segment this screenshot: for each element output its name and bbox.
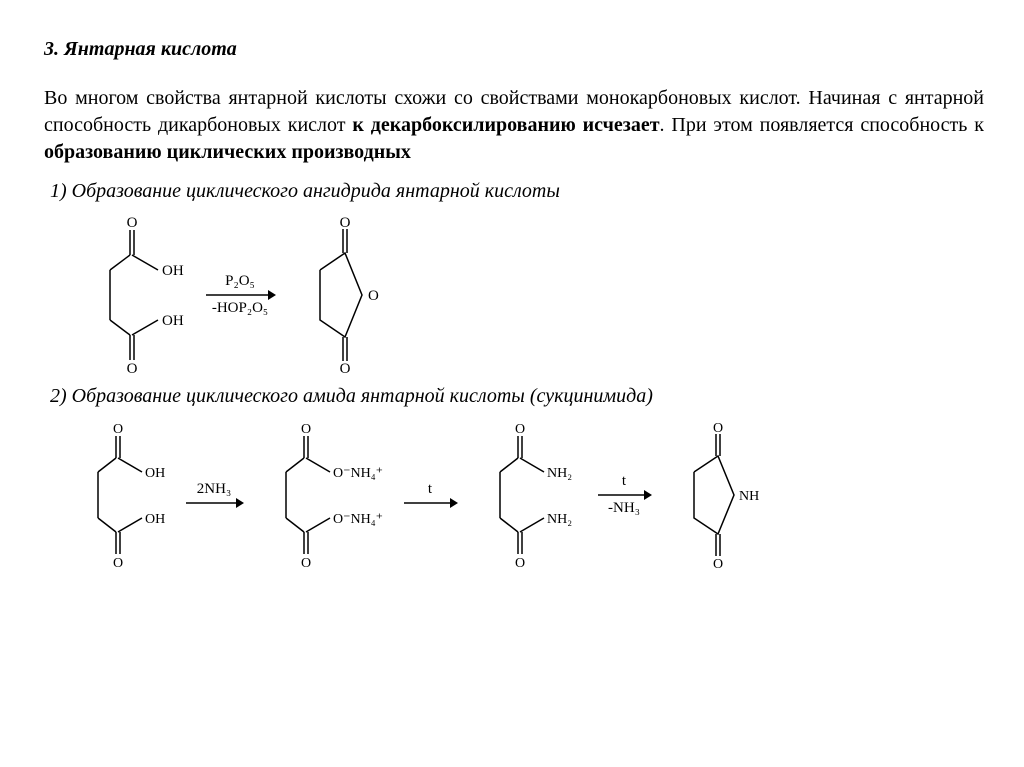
svg-text:O: O <box>113 556 123 570</box>
svg-text:O: O <box>301 556 311 570</box>
subheading-2: 2) Образование циклического амида янтарн… <box>50 385 984 408</box>
svg-text:O: O <box>368 288 379 304</box>
svg-text:O: O <box>127 215 138 231</box>
arrow-reagent-2c: t -NH₃ <box>596 473 652 517</box>
svg-text:O: O <box>113 422 123 437</box>
svg-text:O⁻NH₄⁺: O⁻NH₄⁺ <box>333 466 383 481</box>
arrow-reagent-2b: t <box>402 481 458 510</box>
structure-succinic-anhydride: O O O <box>290 215 390 375</box>
svg-text:OH: OH <box>162 263 184 279</box>
arrow-icon <box>184 496 244 510</box>
svg-text:NH: NH <box>739 489 759 504</box>
svg-text:O: O <box>340 215 351 231</box>
svg-text:O⁻NH₄⁺: O⁻NH₄⁺ <box>333 512 383 527</box>
svg-text:OH: OH <box>162 313 184 329</box>
svg-text:OH: OH <box>145 466 165 481</box>
structure-succinamide: O O NH₂ NH₂ <box>472 420 582 570</box>
structure-succinic-acid: O O OH OH <box>80 215 190 375</box>
svg-text:O: O <box>127 361 138 375</box>
arrow-reagent-1: P₂O₅ -HOP₂O₅ <box>204 273 276 317</box>
structure-succinimide: O O NH <box>666 420 766 570</box>
reagent-2c-bot: -NH₃ <box>608 500 640 517</box>
arrow-reagent-2a: 2NH₃ <box>184 481 244 510</box>
svg-text:O: O <box>515 422 525 437</box>
svg-text:OH: OH <box>145 512 165 527</box>
svg-text:NH₂: NH₂ <box>547 512 572 527</box>
arrow-icon <box>402 496 458 510</box>
svg-text:O: O <box>301 422 311 437</box>
para-bold-2: образованию циклических производных <box>44 141 411 163</box>
svg-text:NH₂: NH₂ <box>547 466 572 481</box>
svg-text:O: O <box>713 557 723 570</box>
svg-text:O: O <box>340 361 351 375</box>
structure-diammonium-succinate: O O O⁻NH₄⁺ O⁻NH₄⁺ <box>258 420 388 570</box>
structure-succinic-acid-2: O O OH OH <box>70 420 170 570</box>
body-paragraph: Во многом свойства янтарной кислоты схож… <box>44 85 984 166</box>
subheading-1: 1) Образование циклического ангидрида ян… <box>50 180 984 203</box>
reagent-bot: -HOP₂O₅ <box>212 300 268 317</box>
section-title: 3. Янтарная кислота <box>44 38 984 61</box>
svg-text:O: O <box>713 421 723 436</box>
reaction-1: O O OH OH P₂O₅ -HOP₂O₅ O O O <box>80 215 984 375</box>
para-bold-1: к декарбоксилированию исчезает <box>352 114 659 136</box>
svg-text:O: O <box>515 556 525 570</box>
para-text-2: . При этом появляется способность к <box>660 114 984 136</box>
reaction-2: O O OH OH 2NH₃ O O O⁻NH₄⁺ O⁻NH₄⁺ t <box>70 420 984 570</box>
